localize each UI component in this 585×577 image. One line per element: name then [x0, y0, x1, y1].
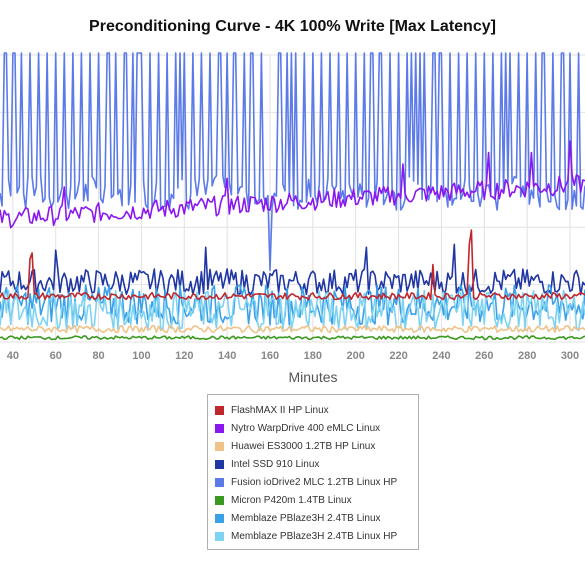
- legend-item[interactable]: Memblaze PBlaze3H 2.4TB Linux: [215, 509, 381, 527]
- legend-swatch: [215, 513, 224, 523]
- x-tick-label: 300: [561, 350, 579, 362]
- legend-item[interactable]: Memblaze PBlaze3H 2.4TB Linux HP: [215, 527, 397, 545]
- legend-swatch: [215, 495, 224, 505]
- x-tick-label: 120: [175, 350, 193, 362]
- legend-label: Intel SSD 910 Linux: [231, 458, 320, 470]
- legend-label: Micron P420m 1.4TB Linux: [231, 494, 352, 506]
- chart-title: Preconditioning Curve - 4K 100% Write [M…: [89, 18, 496, 35]
- legend-swatch: [215, 459, 224, 469]
- series-line-2: [0, 324, 585, 334]
- legend-item[interactable]: Huawei ES3000 1.2TB HP Linux: [215, 437, 375, 455]
- legend-item[interactable]: FlashMAX II HP Linux: [215, 401, 329, 419]
- x-tick-label: 40: [7, 350, 19, 362]
- legend-item[interactable]: Micron P420m 1.4TB Linux: [215, 491, 352, 509]
- legend-item[interactable]: Fusion ioDrive2 MLC 1.2TB Linux HP: [215, 473, 397, 491]
- series-line-3: [0, 243, 585, 296]
- x-tick-label: 200: [347, 350, 365, 362]
- x-tick-label: 260: [475, 350, 493, 362]
- legend-item[interactable]: Nytro WarpDrive 400 eMLC Linux: [215, 419, 380, 437]
- legend-swatch: [215, 441, 224, 451]
- x-tick-label: 240: [432, 350, 450, 362]
- legend-swatch: [215, 477, 224, 487]
- x-tick-label: 100: [132, 350, 150, 362]
- series-line-6: [0, 284, 585, 326]
- series-lines: [0, 52, 585, 341]
- x-tick-label: 220: [389, 350, 407, 362]
- legend-label: Nytro WarpDrive 400 eMLC Linux: [231, 422, 381, 434]
- legend-item[interactable]: Intel SSD 910 Linux: [215, 455, 319, 473]
- legend-swatch: [215, 423, 224, 433]
- x-tick-label: 140: [218, 350, 236, 362]
- series-line-1: [0, 140, 585, 229]
- legend-swatch: [215, 405, 224, 415]
- x-tick-label: 60: [50, 350, 62, 362]
- x-tick-label: 280: [518, 350, 536, 362]
- legend-label: Huawei ES3000 1.2TB HP Linux: [231, 440, 376, 452]
- legend-label: Memblaze PBlaze3H 2.4TB Linux HP: [231, 530, 398, 542]
- legend-swatch: [215, 531, 224, 541]
- legend: FlashMAX II HP Linux Nytro WarpDrive 400 …: [207, 394, 419, 550]
- x-tick-label: 180: [304, 350, 322, 362]
- series-line-7: [0, 289, 585, 332]
- x-tick-label: 80: [92, 350, 104, 362]
- legend-label: Memblaze PBlaze3H 2.4TB Linux: [231, 512, 381, 524]
- series-line-4: [0, 52, 585, 272]
- legend-label: Fusion ioDrive2 MLC 1.2TB Linux HP: [231, 476, 398, 488]
- x-tick-label: 160: [261, 350, 279, 362]
- series-line-0: [0, 229, 585, 301]
- legend-label: FlashMAX II HP Linux: [231, 404, 329, 416]
- x-axis: 40 60 80 100 120 140 160 180 200 220 240 260 280 300: [7, 350, 579, 362]
- series-line-5: [0, 335, 585, 341]
- x-axis-label: Minutes: [288, 369, 338, 385]
